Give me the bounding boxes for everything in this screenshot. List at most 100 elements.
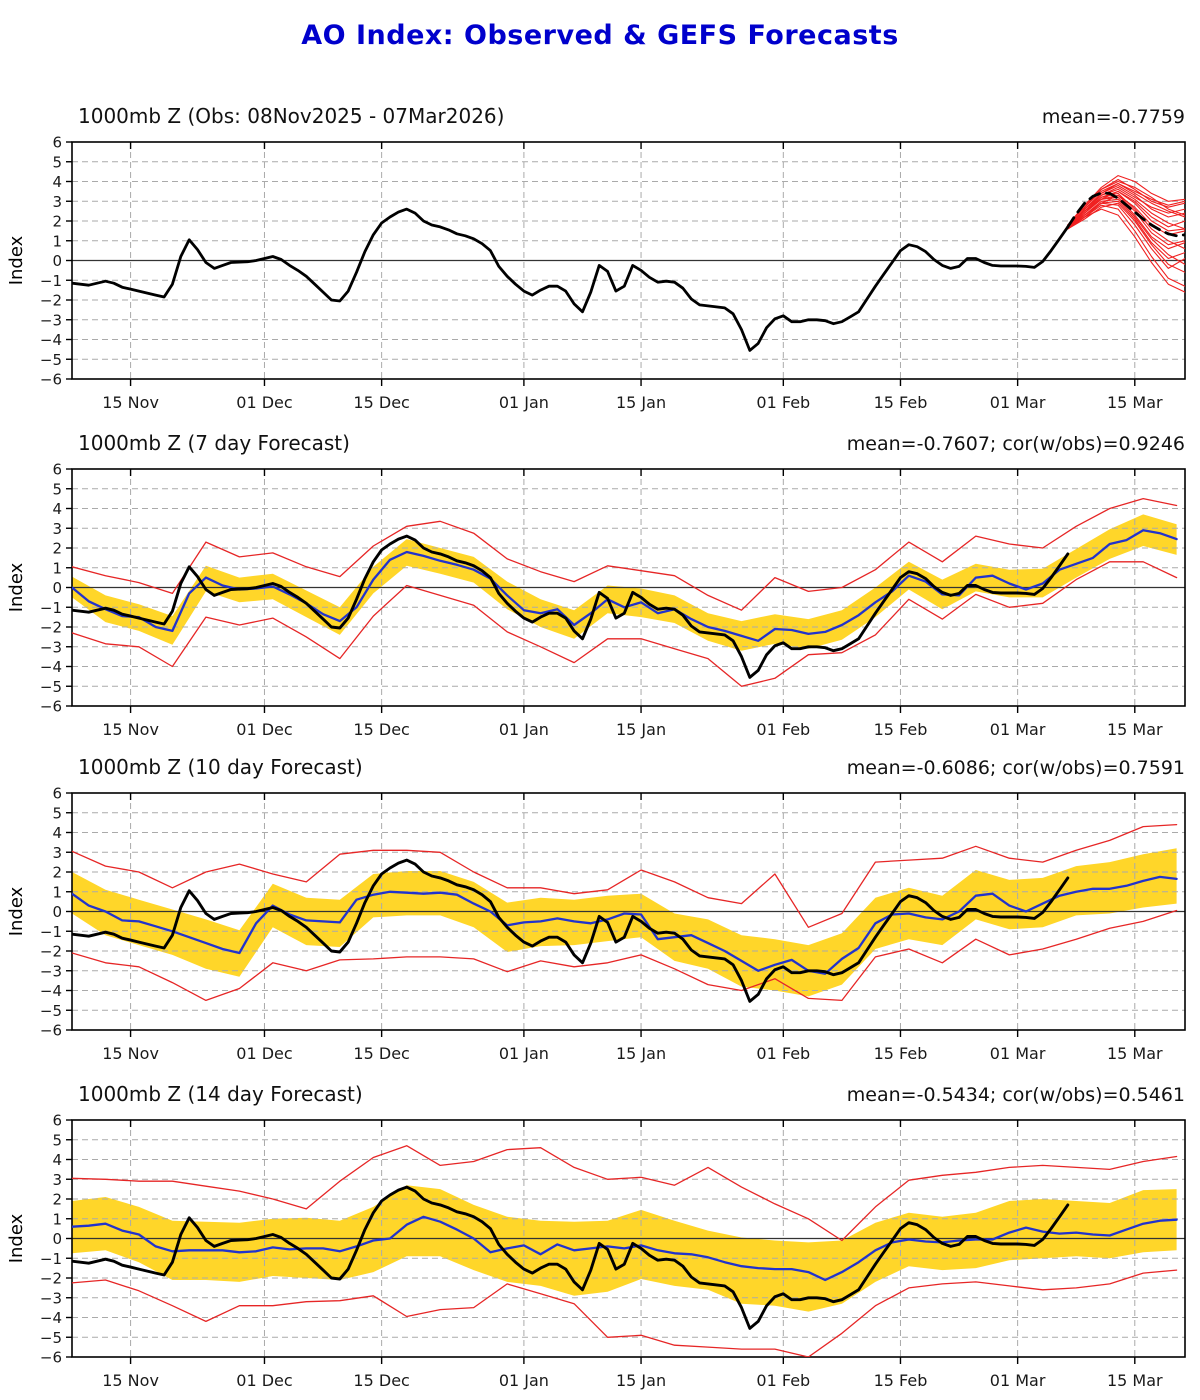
y-tick-label: −4 [40,331,62,349]
y-tick-label: −2 [40,1270,62,1288]
y-tick-label: 5 [52,153,62,171]
x-tick-label: 01 Feb [756,1371,810,1390]
y-tick-label: 2 [52,540,62,558]
y-tick-label: 3 [52,520,62,538]
y-tick-label: 5 [52,480,62,498]
y-tick-label: −4 [40,1309,62,1327]
x-tick-label: 15 Jan [616,393,666,412]
panel-3-title: 1000mb Z (10 day Forecast) [78,755,363,779]
y-tick-label: 6 [52,1112,62,1130]
x-tick-label: 15 Dec [353,1371,409,1390]
panel-3-plot: 15 Nov 01 Dec 15 Dec 01 Jan 15 Jan 01 Feb 15 F… [6,785,1186,1063]
y-tick-label: −1 [40,1250,62,1268]
x-tick-label: 01 Mar [990,720,1046,739]
y-tick-label: −3 [40,311,62,329]
x-tick-label: 15 Dec [353,720,409,739]
x-tick-label: 15 Mar [1107,1371,1163,1390]
x-tick-label: 15 Dec [353,1044,409,1063]
y-tick-label: 3 [52,1171,62,1189]
x-tick-label: 15 Feb [874,1371,928,1390]
x-tick-label: 15 Jan [616,1044,666,1063]
y-tick-label: 5 [52,1131,62,1149]
y-tick-label: −5 [40,678,62,696]
y-tick-label: 3 [52,844,62,862]
x-tick-label: 01 Feb [756,393,810,412]
panel-2-header: 1000mb Z (7 day Forecast) mean=-0.7607; … [78,431,1185,455]
x-tick-label: 01 Jan [499,1044,549,1063]
y-tick-label: 1 [52,883,62,901]
panel-1-plot: 15 Nov 01 Dec 15 Dec 01 Jan 15 Jan 01 Feb 15 F… [6,134,1186,412]
y-tick-label: −4 [40,658,62,676]
y-tick-label: 0 [52,252,62,270]
panel-4-plot: 15 Nov 01 Dec 15 Dec 01 Jan 15 Jan 01 Feb 15 F… [6,1112,1186,1390]
x-tick-label: 01 Feb [756,1044,810,1063]
x-tick-label: 15 Nov [102,720,159,739]
panel-3-stats: mean=-0.6086; cor(w/obs)=0.7591 [846,757,1185,779]
y-tick-label: 2 [52,213,62,231]
y-tick-label: 4 [52,1151,62,1169]
y-tick-label: −6 [40,1022,62,1040]
x-tick-label: 01 Mar [990,393,1046,412]
x-tick-label: 15 Nov [102,1371,159,1390]
y-tick-label: 1 [52,559,62,577]
y-tick-label: −4 [40,982,62,1000]
y-tick-label: 5 [52,804,62,822]
y-tick-label: 0 [52,903,62,921]
y-tick-label: 6 [52,785,62,803]
y-tick-label: −2 [40,292,62,310]
x-tick-label: 01 Mar [990,1044,1046,1063]
panel-1-header: 1000mb Z (Obs: 08Nov2025 - 07Mar2026) me… [78,104,1185,128]
x-tick-label: 15 Mar [1107,720,1163,739]
panel-1-title: 1000mb Z (Obs: 08Nov2025 - 07Mar2026) [78,104,505,128]
x-tick-label: 01 Dec [236,1044,292,1063]
y-tick-label: 4 [52,173,62,191]
panel-4-stats: mean=-0.5434; cor(w/obs)=0.5461 [846,1084,1185,1106]
y-axis-label-index: Index [6,1213,27,1263]
y-tick-label: 6 [52,461,62,479]
x-tick-label: 15 Feb [874,393,928,412]
panel-3-header: 1000mb Z (10 day Forecast) mean=-0.6086;… [78,755,1185,779]
x-tick-label: 15 Feb [874,720,928,739]
x-tick-label: 15 Jan [616,720,666,739]
x-tick-label: 15 Feb [874,1044,928,1063]
y-tick-label: 4 [52,500,62,518]
y-tick-label: 0 [52,1230,62,1248]
x-tick-label: 01 Jan [499,393,549,412]
panel-2-stats: mean=-0.7607; cor(w/obs)=0.9246 [846,433,1185,455]
x-tick-label: 15 Mar [1107,393,1163,412]
y-tick-label: −3 [40,638,62,656]
y-tick-label: −6 [40,698,62,716]
panel-1-stats: mean=-0.7759 [1041,106,1185,128]
x-tick-label: 01 Jan [499,1371,549,1390]
y-tick-label: −1 [40,272,62,290]
x-tick-label: 01 Dec [236,720,292,739]
y-tick-label: −5 [40,351,62,369]
y-tick-label: −2 [40,943,62,961]
y-tick-label: −2 [40,619,62,637]
y-tick-label: −5 [40,1002,62,1020]
y-tick-label: −6 [40,1349,62,1367]
x-tick-label: 01 Dec [236,393,292,412]
x-tick-label: 15 Nov [102,1044,159,1063]
y-axis-label-index: Index [6,235,27,285]
y-axis-label-index: Index [6,886,27,936]
y-tick-label: 6 [52,134,62,152]
panel-4-title: 1000mb Z (14 day Forecast) [78,1082,363,1106]
y-tick-label: 0 [52,579,62,597]
y-tick-label: 1 [52,1210,62,1228]
y-tick-label: −5 [40,1329,62,1347]
x-tick-label: 15 Dec [353,393,409,412]
x-tick-label: 15 Nov [102,393,159,412]
y-tick-label: 2 [52,864,62,882]
y-tick-label: −1 [40,923,62,941]
panel-2-title: 1000mb Z (7 day Forecast) [78,431,350,455]
x-tick-label: 01 Jan [499,720,549,739]
x-tick-label: 01 Feb [756,720,810,739]
y-tick-label: 1 [52,232,62,250]
y-axis-label-index: Index [6,562,27,612]
y-tick-label: −6 [40,371,62,389]
figure-title: AO Index: Observed & GEFS Forecasts [301,20,899,51]
x-tick-label: 01 Dec [236,1371,292,1390]
y-tick-label: 2 [52,1191,62,1209]
